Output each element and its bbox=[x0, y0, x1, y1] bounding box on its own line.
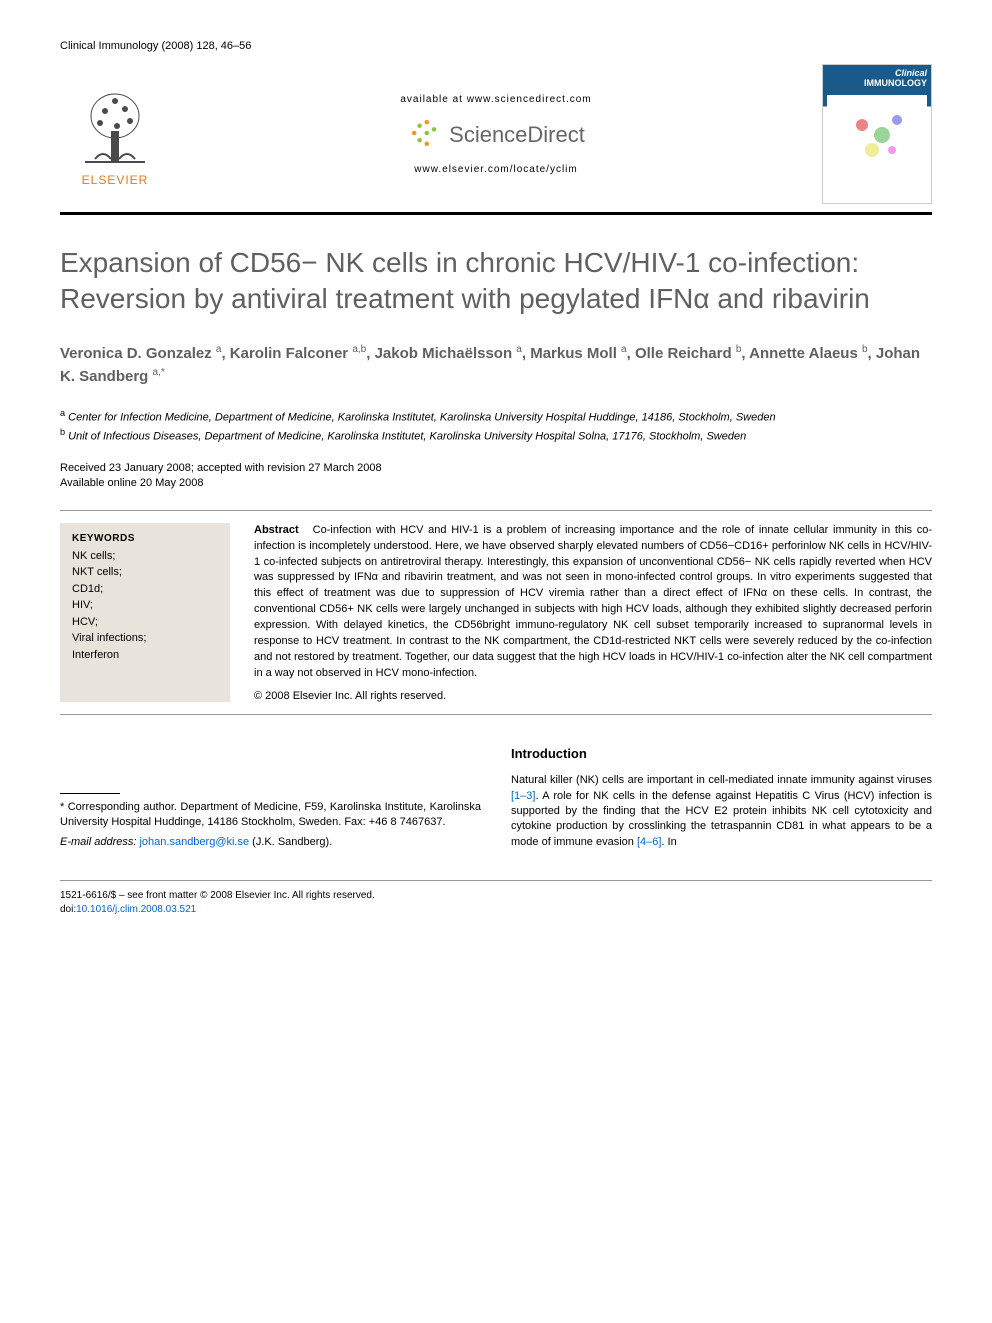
keyword-item: HCV; bbox=[72, 614, 218, 631]
introduction-text: Natural killer (NK) cells are important … bbox=[511, 773, 932, 850]
cover-graphic bbox=[827, 95, 927, 175]
keywords-heading: KEYWORDS bbox=[72, 533, 218, 544]
introduction-heading: Introduction bbox=[511, 745, 932, 763]
available-at-text: available at www.sciencedirect.com bbox=[170, 94, 822, 105]
page-footer: 1521-6616/$ – see front matter © 2008 El… bbox=[60, 880, 932, 917]
keyword-item: Viral infections; bbox=[72, 630, 218, 647]
elsevier-tree-icon bbox=[75, 81, 155, 171]
abstract-box: Abstract Co-infection with HCV and HIV-1… bbox=[254, 523, 932, 702]
left-column: * Corresponding author. Department of Me… bbox=[60, 745, 481, 850]
email-link[interactable]: johan.sandberg@ki.se bbox=[139, 836, 249, 848]
keyword-item: NK cells; bbox=[72, 548, 218, 565]
doi-link[interactable]: 10.1016/j.clim.2008.03.521 bbox=[76, 904, 196, 915]
cover-title: Clinical IMMUNOLOGY bbox=[827, 69, 927, 89]
email-line: E-mail address: johan.sandberg@ki.se (J.… bbox=[60, 835, 481, 850]
locate-url: www.elsevier.com/locate/yclim bbox=[170, 164, 822, 175]
affiliations: a Center for Infection Medicine, Departm… bbox=[60, 407, 932, 445]
sciencedirect-logo: ScienceDirect bbox=[170, 115, 822, 156]
publisher-banner: ELSEVIER available at www.sciencedirect.… bbox=[60, 64, 932, 215]
keywords-abstract-block: KEYWORDS NK cells;NKT cells;CD1d;HIV;HCV… bbox=[60, 510, 932, 715]
article-dates: Received 23 January 2008; accepted with … bbox=[60, 461, 932, 492]
abstract-copyright: © 2008 Elsevier Inc. All rights reserved… bbox=[254, 690, 932, 702]
abstract-label: Abstract bbox=[254, 524, 299, 536]
keyword-item: Interferon bbox=[72, 647, 218, 664]
keyword-item: CD1d; bbox=[72, 581, 218, 598]
ref-link-2[interactable]: [4–6] bbox=[637, 836, 661, 848]
right-column: Introduction Natural killer (NK) cells a… bbox=[511, 745, 932, 850]
abstract-body: Co-infection with HCV and HIV-1 is a pro… bbox=[254, 524, 932, 679]
author-list: Veronica D. Gonzalez a, Karolin Falconer… bbox=[60, 342, 932, 389]
article-title: Expansion of CD56− NK cells in chronic H… bbox=[60, 245, 932, 318]
elsevier-logo-block: ELSEVIER bbox=[60, 81, 170, 187]
corresponding-author-footnote: * Corresponding author. Department of Me… bbox=[60, 800, 481, 831]
journal-cover-thumbnail: Clinical IMMUNOLOGY bbox=[822, 64, 932, 204]
footnote-divider bbox=[60, 793, 120, 794]
email-name: (J.K. Sandberg). bbox=[249, 836, 332, 848]
keywords-box: KEYWORDS NK cells;NKT cells;CD1d;HIV;HCV… bbox=[60, 523, 230, 702]
footer-doi: doi:10.1016/j.clim.2008.03.521 bbox=[60, 903, 932, 917]
date-received: Received 23 January 2008; accepted with … bbox=[60, 461, 932, 476]
two-column-body: * Corresponding author. Department of Me… bbox=[60, 745, 932, 850]
email-label: E-mail address: bbox=[60, 836, 139, 848]
ref-link-1[interactable]: [1–3] bbox=[511, 790, 535, 802]
keyword-item: NKT cells; bbox=[72, 564, 218, 581]
keywords-list: NK cells;NKT cells;CD1d;HIV;HCV;Viral in… bbox=[72, 548, 218, 664]
footer-copyright: 1521-6616/$ – see front matter © 2008 El… bbox=[60, 889, 932, 903]
keyword-item: HIV; bbox=[72, 597, 218, 614]
journal-citation: Clinical Immunology (2008) 128, 46–56 bbox=[60, 40, 932, 52]
sciencedirect-text: ScienceDirect bbox=[449, 122, 585, 148]
date-online: Available online 20 May 2008 bbox=[60, 476, 932, 491]
abstract-text: Abstract Co-infection with HCV and HIV-1… bbox=[254, 523, 932, 682]
banner-center: available at www.sciencedirect.com Scien… bbox=[170, 94, 822, 175]
elsevier-label: ELSEVIER bbox=[82, 173, 149, 187]
sciencedirect-icon bbox=[407, 115, 443, 156]
